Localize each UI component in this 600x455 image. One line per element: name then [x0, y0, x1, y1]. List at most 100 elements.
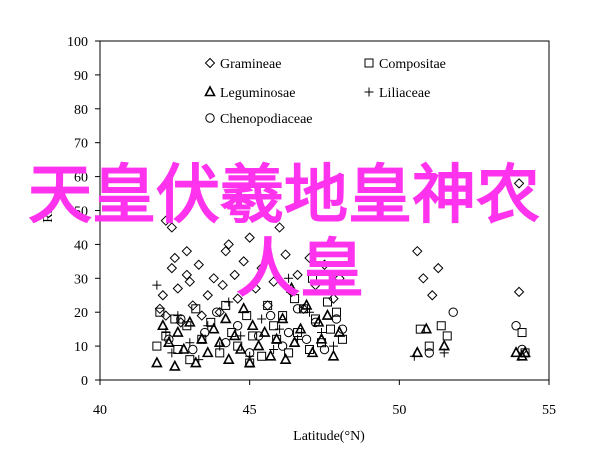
gramineae-point — [244, 232, 255, 243]
leguminosae-point — [264, 349, 277, 361]
leguminosae-point — [207, 322, 220, 334]
y-axis: 0 10 20 30 40 50 60 70 80 90 100 — [67, 35, 100, 389]
gramineae-point — [310, 279, 321, 291]
gramineae-point — [280, 249, 291, 260]
gramineae-point — [169, 252, 181, 264]
leguminosae-point — [306, 346, 319, 358]
liliaceae-point — [224, 297, 234, 307]
gramineae-point — [160, 310, 172, 321]
compositae-point — [436, 321, 446, 331]
gramineae-point — [193, 259, 204, 270]
liliaceae-point — [257, 314, 267, 324]
y-tick-label: 80 — [74, 103, 88, 118]
gramineae-point — [256, 262, 267, 274]
data-points — [151, 178, 531, 371]
gramineae-point — [214, 306, 225, 318]
y-tick-label: 100 — [67, 35, 88, 50]
gramineae-point — [181, 245, 193, 257]
liliaceae-point — [152, 280, 162, 290]
leguminosae-point — [516, 349, 528, 361]
liliaceae-point — [269, 344, 279, 354]
liliaceae-point — [275, 324, 285, 334]
compositae-point — [331, 307, 341, 317]
gramineae-point — [418, 273, 429, 284]
leguminosae-point — [333, 325, 346, 337]
leguminosae-point — [195, 332, 208, 344]
legend-marker-compositae — [364, 58, 374, 68]
liliaceae-point — [317, 328, 327, 338]
gramineae-point — [208, 273, 219, 284]
gramineae-point — [274, 222, 285, 233]
compositae-point — [206, 317, 216, 327]
leguminosae-point — [327, 349, 340, 361]
chenopodiaceae-point — [265, 310, 276, 321]
liliaceae-point — [293, 334, 303, 344]
compositae-point — [257, 351, 267, 361]
legend-label-chenopodiaceae: Chenopodiaceae — [220, 112, 313, 127]
chenopodiaceae-point — [221, 338, 231, 348]
gramineae-point — [292, 269, 303, 281]
y-tick-label: 10 — [74, 340, 88, 355]
leguminosae-point — [201, 346, 214, 358]
legend-label-leguminosae: Leguminosae — [220, 86, 295, 101]
compositae-point — [442, 331, 452, 341]
gramineae-point — [175, 317, 187, 328]
leguminosae-point — [183, 315, 196, 327]
leguminosae-point — [270, 332, 283, 344]
y-tick-label: 0 — [81, 374, 88, 389]
gramineae-point — [232, 293, 243, 304]
compositae-point — [155, 307, 165, 317]
gramineae-point — [433, 262, 444, 274]
legend-label-gramineae: Gramineae — [220, 57, 281, 72]
gramineae-point — [184, 276, 196, 287]
legend: Gramineae Compositae Leguminosae Liliaceae C… — [204, 57, 446, 127]
y-tick-label: 70 — [74, 137, 88, 152]
compositae-point — [517, 328, 527, 338]
gramineae-point — [250, 283, 261, 294]
legend-marker-liliaceae — [364, 87, 374, 97]
compositae-point — [424, 341, 434, 351]
leguminosae-point — [288, 336, 301, 348]
compositae-point — [170, 314, 180, 324]
y-tick-label: 50 — [74, 205, 88, 220]
leguminosae-point — [151, 356, 163, 368]
compositae-point — [290, 294, 300, 304]
liliaceae-point — [328, 341, 338, 351]
y-tick-label: 30 — [74, 272, 88, 287]
gramineae-point — [202, 290, 213, 301]
gramineae-point — [181, 269, 193, 281]
y-tick-label: 60 — [74, 171, 88, 186]
leguminosae-point — [276, 312, 289, 324]
leguminosae-point — [420, 322, 433, 334]
gramineae-point — [166, 262, 178, 274]
legend-marker-chenopodiaceae — [205, 113, 215, 123]
gramineae-point — [166, 222, 178, 233]
gramineae-point — [154, 303, 166, 315]
leguminosae-point — [228, 329, 241, 341]
compositae-point — [248, 331, 258, 341]
liliaceae-point — [409, 351, 419, 361]
compositae-point — [185, 355, 195, 365]
chenopodiaceae-point — [277, 341, 288, 351]
leguminosae-point — [177, 342, 190, 354]
leguminosae-point — [315, 332, 328, 344]
chenopodiaceae-point — [517, 344, 527, 355]
legend-marker-gramineae — [204, 57, 216, 69]
y-tick-label: 40 — [74, 238, 88, 253]
leguminosae-point — [294, 322, 307, 334]
gramineae-point — [328, 293, 339, 304]
gramineae-point — [229, 269, 240, 281]
chenopodiaceae-point — [200, 327, 210, 338]
plot-area — [99, 40, 550, 381]
chenopodiaceae-point — [283, 327, 294, 338]
chenopodiaceae-point — [176, 314, 186, 324]
chenopodiaceae-point — [301, 334, 312, 345]
liliaceae-point — [161, 328, 171, 338]
gramineae-point — [304, 252, 315, 264]
gramineae-point — [172, 283, 184, 294]
liliaceae-point — [236, 331, 246, 341]
x-axis-label: Latitude(°N) — [293, 429, 365, 444]
chenopodiaceae-point — [212, 307, 222, 317]
chenopodiaceae-point — [448, 307, 458, 317]
